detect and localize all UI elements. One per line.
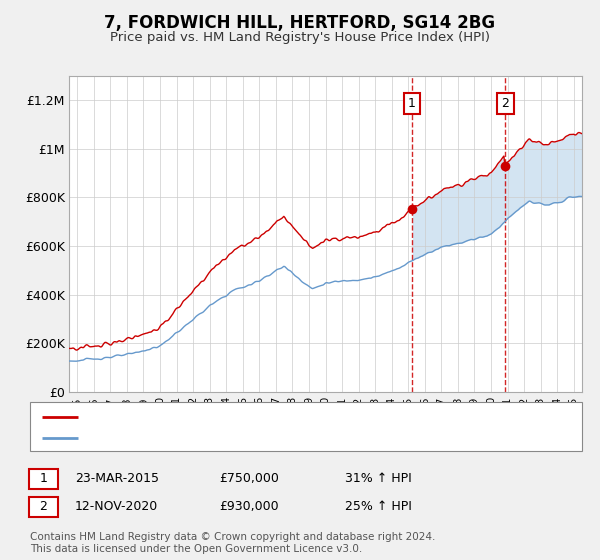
Text: 2: 2 [502, 97, 509, 110]
Text: £930,000: £930,000 [219, 500, 278, 514]
Text: 7, FORDWICH HILL, HERTFORD, SG14 2BG (detached house): 7, FORDWICH HILL, HERTFORD, SG14 2BG (de… [87, 410, 442, 423]
Text: 23-MAR-2015: 23-MAR-2015 [75, 472, 159, 486]
Text: 2: 2 [39, 500, 47, 514]
Text: £750,000: £750,000 [219, 472, 279, 486]
Text: 31% ↑ HPI: 31% ↑ HPI [345, 472, 412, 486]
Text: 7, FORDWICH HILL, HERTFORD, SG14 2BG: 7, FORDWICH HILL, HERTFORD, SG14 2BG [104, 14, 496, 32]
Text: HPI: Average price, detached house, East Hertfordshire: HPI: Average price, detached house, East… [87, 431, 413, 445]
Text: 1: 1 [39, 472, 47, 486]
Text: Contains HM Land Registry data © Crown copyright and database right 2024.
This d: Contains HM Land Registry data © Crown c… [30, 532, 436, 554]
Text: 25% ↑ HPI: 25% ↑ HPI [345, 500, 412, 514]
Text: Price paid vs. HM Land Registry's House Price Index (HPI): Price paid vs. HM Land Registry's House … [110, 31, 490, 44]
Text: 1: 1 [408, 97, 416, 110]
Text: 12-NOV-2020: 12-NOV-2020 [75, 500, 158, 514]
